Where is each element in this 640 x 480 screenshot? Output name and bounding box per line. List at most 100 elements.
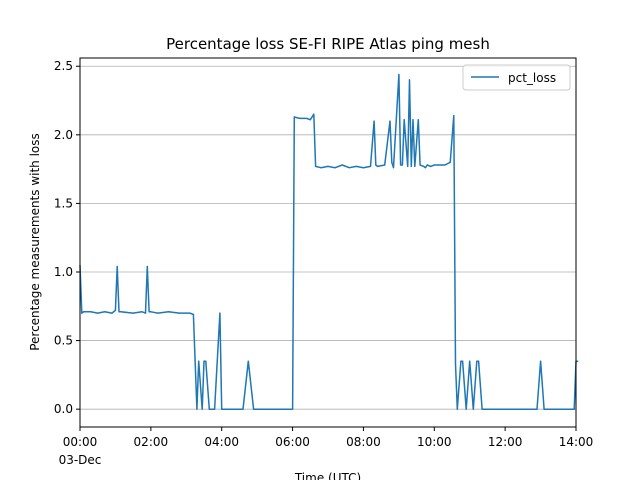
data-point (144, 312, 147, 314)
data-point (362, 167, 364, 169)
data-point (219, 312, 221, 314)
chart-title: Percentage loss SE-FI RIPE Atlas ping me… (166, 35, 490, 53)
data-point (398, 73, 400, 76)
data-point (426, 164, 428, 166)
y-axis-label: Percentage measurements with loss (28, 133, 42, 351)
y-tick-label: 1.0 (54, 265, 73, 279)
data-point (111, 312, 113, 314)
data-point (454, 363, 457, 365)
x-tick-label: 00:00 (63, 435, 98, 449)
data-point (212, 408, 214, 410)
data-point (369, 165, 372, 167)
data-point (81, 312, 83, 314)
legend-label: pct_loss (508, 71, 556, 85)
data-point (299, 117, 301, 119)
data-point (203, 360, 205, 362)
data-point (577, 360, 579, 362)
data-point (540, 360, 542, 362)
data-point (208, 408, 210, 410)
data-point (116, 265, 118, 268)
x-tick-label: 04:00 (204, 435, 239, 449)
data-point (408, 79, 411, 81)
data-point (373, 120, 375, 122)
data-point (456, 408, 458, 410)
data-point (320, 167, 322, 169)
data-point (478, 360, 480, 362)
data-point (377, 165, 379, 167)
data-point (118, 311, 120, 313)
data-point (449, 161, 451, 163)
data-point (132, 312, 134, 314)
data-point (355, 165, 357, 167)
data-point (198, 360, 200, 362)
data-point (309, 119, 311, 121)
data-point (481, 408, 483, 410)
data-point (247, 360, 249, 362)
data-point (192, 313, 194, 316)
y-tick-label: 2.5 (54, 59, 73, 73)
y-tick-label: 2.0 (54, 128, 73, 142)
series-line-pct_loss (79, 73, 578, 410)
data-point (189, 312, 191, 314)
x-axis: 00:00 03-Dec 02:00 04:00 06:00 08:00 10:00 12:0… (59, 427, 593, 467)
data-point (90, 311, 92, 313)
data-point (486, 408, 488, 410)
plot-frame (79, 57, 577, 428)
data-point (407, 165, 409, 167)
data-point (242, 408, 244, 410)
data-point (424, 167, 426, 169)
x-tick-label: 06:00 (275, 435, 310, 449)
data-point (214, 408, 216, 410)
data-point (293, 116, 295, 118)
y-tick-label: 1.5 (54, 196, 73, 210)
data-point (469, 360, 471, 362)
data-point (168, 311, 170, 313)
y-tick-label: 0.5 (54, 334, 73, 348)
data-point (433, 164, 435, 166)
data-point (97, 312, 99, 314)
grid-lines (80, 65, 576, 410)
data-point (403, 119, 405, 121)
data-point (472, 408, 474, 410)
data-point (253, 408, 255, 410)
data-point (104, 311, 106, 313)
data-point (557, 408, 559, 410)
data-point (120, 311, 122, 313)
data-point (400, 164, 402, 166)
data-point (146, 265, 148, 268)
data-point (573, 408, 575, 410)
data-point (292, 408, 294, 410)
data-point (148, 311, 150, 313)
x-tick-label: 02:00 (134, 435, 169, 449)
y-axis: 0.0 0.5 1.0 1.5 2.0 2.5 (54, 59, 80, 416)
data-point (196, 408, 198, 410)
x-tick-label: 10:00 (417, 435, 452, 449)
data-point (201, 408, 203, 410)
data-point (205, 360, 207, 362)
data-point (460, 360, 462, 362)
data-point (114, 309, 116, 311)
data-point (504, 408, 506, 410)
data-point (327, 165, 329, 167)
data-point (157, 312, 159, 314)
data-point (417, 119, 419, 121)
y-tick-label: 0.0 (54, 402, 73, 416)
data-point (543, 408, 545, 410)
x-axis-label: Time (UTC) (294, 471, 361, 480)
data-point (231, 408, 233, 410)
data-point (444, 164, 446, 166)
x-tick-label: 12:00 (488, 435, 523, 449)
x-tick-label: 08:00 (346, 435, 381, 449)
legend-box (462, 64, 571, 91)
data-point (141, 311, 143, 313)
data-point (178, 312, 180, 314)
data-point (437, 164, 439, 166)
data-point (341, 164, 343, 166)
data-point (522, 408, 524, 410)
legend: pct_loss (462, 64, 571, 91)
data-point (348, 167, 350, 169)
data-point (150, 311, 152, 313)
data-point (222, 408, 225, 410)
data-point (391, 161, 393, 163)
